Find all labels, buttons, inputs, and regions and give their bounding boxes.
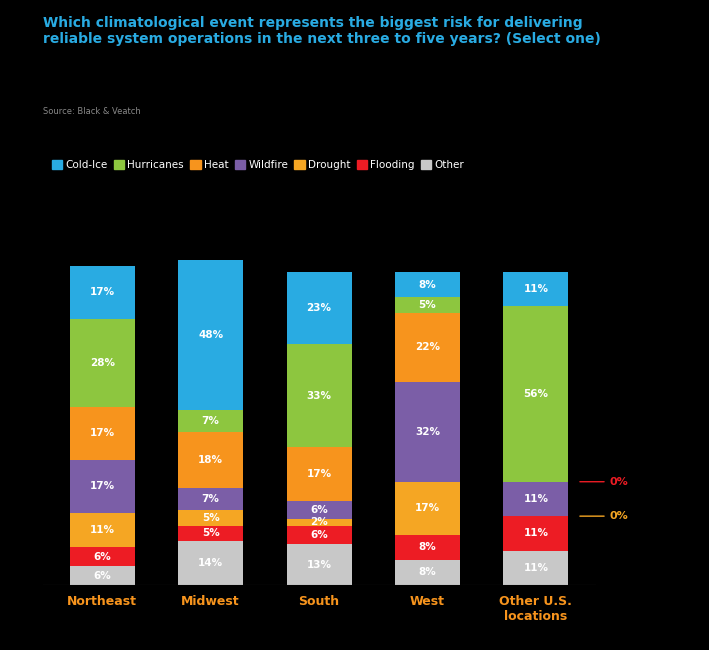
Text: 8%: 8%: [418, 567, 436, 577]
Bar: [69, 266, 135, 319]
Bar: [178, 410, 243, 432]
Text: 8%: 8%: [418, 543, 436, 552]
Bar: [69, 407, 135, 460]
Text: 17%: 17%: [89, 428, 115, 438]
Bar: [286, 544, 352, 585]
Bar: [286, 526, 352, 544]
Text: 5%: 5%: [418, 300, 436, 310]
Bar: [286, 500, 352, 519]
Text: 0%: 0%: [580, 511, 628, 521]
Bar: [69, 513, 135, 547]
Bar: [178, 541, 243, 585]
Bar: [395, 560, 460, 585]
Bar: [503, 482, 569, 516]
Text: 28%: 28%: [89, 358, 115, 368]
Bar: [69, 460, 135, 513]
Text: 5%: 5%: [202, 528, 220, 538]
Bar: [178, 432, 243, 488]
Text: 17%: 17%: [89, 287, 115, 298]
Text: 6%: 6%: [94, 552, 111, 562]
Bar: [178, 510, 243, 526]
Text: 48%: 48%: [198, 330, 223, 340]
Bar: [503, 516, 569, 551]
Text: 7%: 7%: [201, 494, 220, 504]
Text: 0%: 0%: [580, 476, 628, 487]
Text: 32%: 32%: [415, 426, 440, 437]
Text: 6%: 6%: [310, 530, 328, 540]
Bar: [286, 519, 352, 526]
Text: Source: Black & Veatch: Source: Black & Veatch: [43, 107, 140, 116]
Bar: [395, 382, 460, 482]
Bar: [503, 272, 569, 306]
Text: 17%: 17%: [306, 469, 332, 479]
Text: Which climatological event represents the biggest risk for delivering
reliable s: Which climatological event represents th…: [43, 16, 601, 46]
Legend: Cold-Ice, Hurricanes, Heat, Wildfire, Drought, Flooding, Other: Cold-Ice, Hurricanes, Heat, Wildfire, Dr…: [48, 156, 469, 174]
Bar: [395, 272, 460, 297]
Text: 18%: 18%: [198, 455, 223, 465]
Text: 17%: 17%: [89, 482, 115, 491]
Text: 11%: 11%: [89, 525, 115, 535]
Text: 8%: 8%: [418, 280, 436, 289]
Bar: [286, 344, 352, 447]
Bar: [286, 447, 352, 501]
Text: 13%: 13%: [306, 560, 332, 569]
Bar: [178, 488, 243, 510]
Text: 11%: 11%: [523, 528, 549, 538]
Text: 23%: 23%: [306, 303, 332, 313]
Text: 22%: 22%: [415, 342, 440, 352]
Bar: [178, 259, 243, 410]
Text: 17%: 17%: [415, 503, 440, 514]
Bar: [503, 551, 569, 585]
Text: 14%: 14%: [198, 558, 223, 568]
Bar: [503, 306, 569, 482]
Text: 6%: 6%: [94, 571, 111, 580]
Bar: [395, 482, 460, 535]
Text: 33%: 33%: [306, 391, 332, 400]
Bar: [69, 319, 135, 407]
Bar: [69, 547, 135, 566]
Bar: [395, 297, 460, 313]
Text: 11%: 11%: [523, 563, 549, 573]
Text: 11%: 11%: [523, 494, 549, 504]
Bar: [395, 313, 460, 382]
Text: 6%: 6%: [310, 505, 328, 515]
Text: 7%: 7%: [201, 416, 220, 426]
Text: 2%: 2%: [310, 517, 328, 527]
Bar: [178, 526, 243, 541]
Text: 56%: 56%: [523, 389, 549, 399]
Text: 5%: 5%: [202, 513, 220, 523]
Bar: [395, 535, 460, 560]
Bar: [69, 566, 135, 585]
Text: 11%: 11%: [523, 284, 549, 294]
Bar: [286, 272, 352, 344]
